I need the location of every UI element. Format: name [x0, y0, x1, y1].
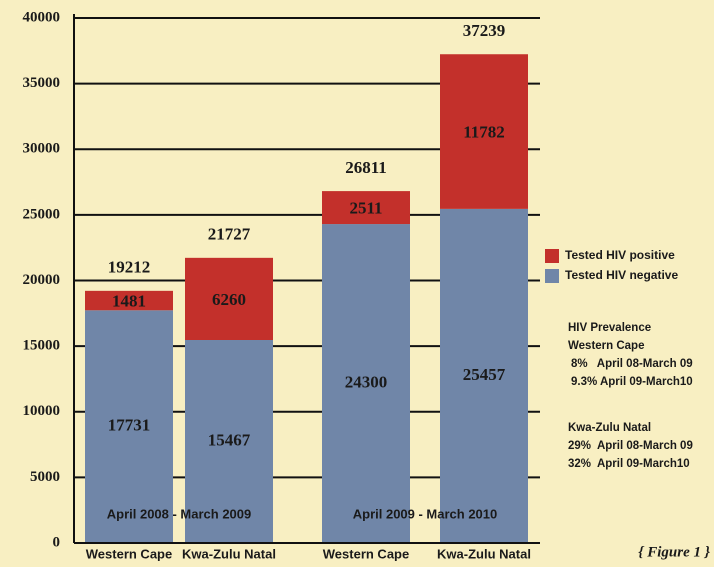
y-tick-label: 30000 [23, 141, 61, 157]
note-line: Western Cape [568, 340, 644, 352]
note-line: HIV Prevalence [568, 322, 651, 334]
value-label: 11782 [463, 122, 505, 141]
total-label: 19212 [108, 258, 151, 277]
note-line: 32% April 09-March10 [568, 458, 690, 470]
period-label: April 2009 - March 2010 [353, 506, 498, 521]
note-line: Kwa-Zulu Natal [568, 422, 651, 434]
legend-swatch [545, 269, 559, 283]
period-label: April 2008 - March 2009 [107, 506, 252, 521]
total-label: 37239 [463, 21, 506, 40]
y-tick-label: 20000 [23, 272, 61, 288]
bar-segment [440, 54, 528, 209]
value-label: 2511 [349, 198, 382, 217]
y-tick-label: 15000 [23, 338, 61, 354]
x-tick-label: Kwa-Zulu Natal [182, 546, 276, 561]
bar-segment [185, 339, 273, 543]
bar-segment [85, 310, 173, 543]
y-tick-label: 10000 [23, 403, 61, 419]
bar-segment [322, 191, 410, 225]
bar-segment [440, 208, 528, 543]
x-tick-label: Western Cape [323, 546, 409, 561]
value-label: 1481 [112, 291, 146, 310]
legend-label: Tested HIV positive [565, 248, 675, 262]
legend-swatch [545, 249, 559, 263]
total-label: 21727 [208, 225, 251, 244]
value-label: 6260 [212, 290, 246, 309]
x-tick-label: Kwa-Zulu Natal [437, 546, 531, 561]
bar-segment [85, 290, 173, 311]
note-line: 29% April 08-March 09 [568, 440, 693, 452]
note-line: 9.3% April 09-March10 [571, 376, 693, 388]
total-label: 26811 [345, 158, 387, 177]
note-line: 8% April 08-March 09 [571, 358, 693, 370]
y-tick-label: 35000 [23, 75, 61, 91]
y-tick-label: 5000 [30, 469, 60, 485]
y-tick-label: 0 [53, 534, 61, 550]
bar-segment [185, 257, 273, 340]
value-label: 25457 [463, 365, 506, 384]
legend-label: Tested HIV negative [565, 268, 678, 282]
value-label: 15467 [208, 430, 251, 449]
y-tick-label: 25000 [23, 206, 61, 222]
x-tick-label: Western Cape [86, 546, 172, 561]
y-tick-label: 40000 [23, 9, 61, 25]
bar-segment [322, 224, 410, 543]
figure-label: { Figure 1 } [638, 544, 710, 560]
value-label: 24300 [345, 372, 388, 391]
value-label: 17731 [108, 416, 151, 435]
